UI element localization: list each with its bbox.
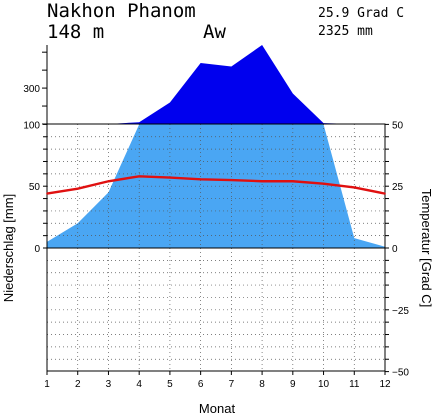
precipitation-area-humid [47,45,385,124]
gridlines [47,124,385,371]
annual-precipitation: 2325 mm [318,24,373,39]
temperature-point [46,192,48,195]
left-tick-label: 50 [29,182,41,193]
temperature-line [46,175,386,195]
x-tick-label: 11 [349,379,360,390]
x-tick-label: 8 [259,379,265,390]
x-tick-label: 7 [229,379,235,390]
temperature-series [46,175,386,195]
precipitation-fills [47,45,385,248]
left-axis-label: Niederschlag [mm] [1,194,16,302]
temperature-point [261,180,263,183]
right-tick-label: −50 [392,368,409,379]
x-tick-label: 10 [318,379,330,390]
temperature-point [322,182,325,185]
elevation: 148 m [47,21,104,43]
temperature-point [138,175,140,178]
x-tick-label: 2 [75,379,81,390]
temperature-point [107,180,110,183]
x-tick-label: 6 [198,379,204,390]
temperature-point [169,176,171,179]
left-tick-label: 100 [23,120,40,131]
left-tick-label: 300 [23,84,40,95]
x-tick-label: 5 [167,379,173,390]
x-axis-label: Monat [199,401,236,415]
x-tick-label: 12 [379,379,391,390]
temperature-point [76,187,79,190]
temperature-point [199,178,202,181]
mean-temperature: 25.9 Grad C [318,6,404,21]
right-tick-label: 0 [392,244,398,255]
temperature-point [384,192,386,195]
climate-class: Aw [203,21,226,43]
left-tick-label: 0 [34,244,40,255]
right-tick-label: 50 [392,120,404,131]
axes [42,45,389,375]
x-tick-label: 1 [44,379,50,390]
right-axis-label: Temperatur [Grad C] [419,189,434,308]
right-tick-label: −25 [392,306,409,317]
temperature-point [292,180,294,183]
x-tick-label: 9 [290,379,296,390]
x-tick-label: 3 [106,379,112,390]
right-tick-label: 25 [392,182,404,193]
station-name: Nakhon Phanom [47,0,196,22]
temperature-point [230,179,233,181]
x-tick-label: 4 [136,379,142,390]
temperature-point [353,186,356,189]
